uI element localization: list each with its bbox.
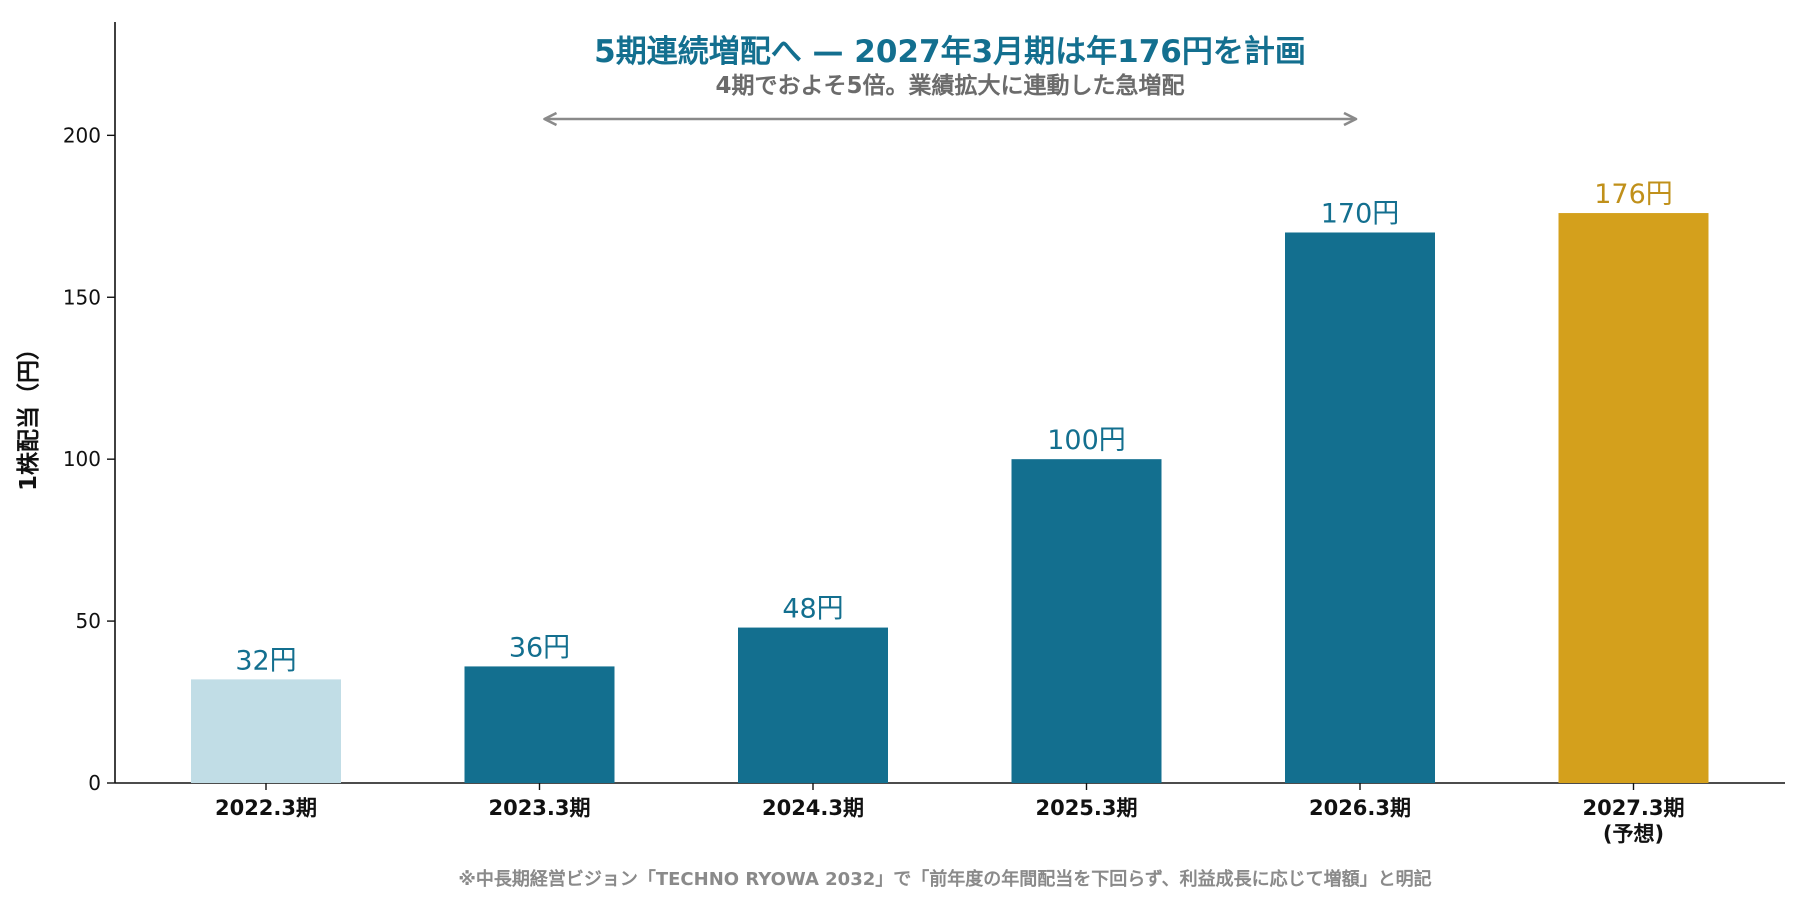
bar-value-label: 170円 <box>1321 198 1400 229</box>
y-tick-label: 200 <box>63 123 101 147</box>
x-tick-label: 2022.3期 <box>215 796 317 820</box>
annotation-arrow-left-head <box>543 111 558 127</box>
x-tick-label: 2026.3期 <box>1309 796 1411 820</box>
bar-value-label: 48円 <box>782 594 843 625</box>
bar-2026.3期 <box>1285 232 1435 783</box>
bar-value-label: 176円 <box>1594 179 1673 210</box>
bar-value-label: 100円 <box>1047 425 1126 456</box>
chart-title: 5期連続増配へ — 2027年3月期は年176円を計画 <box>594 34 1306 70</box>
annotation-arrow-right-head <box>1343 111 1358 127</box>
bar-2025.3期 <box>1011 459 1162 783</box>
bar-2022.3期 <box>191 679 341 783</box>
bar-2027.3期 <box>1558 213 1709 783</box>
y-tick-label: 0 <box>88 771 101 795</box>
x-tick-label: 2023.3期 <box>488 796 590 820</box>
y-tick-label: 150 <box>63 285 101 309</box>
bar-value-label: 32円 <box>235 645 296 676</box>
bar-2024.3期 <box>738 627 888 783</box>
x-tick-sublabel: (予想) <box>1603 822 1664 846</box>
footnote: ※中長期経営ビジョン「TECHNO RYOWA 2032」で「前年度の年間配当を… <box>458 868 1431 890</box>
x-tick-label: 2025.3期 <box>1035 796 1137 820</box>
bar-2023.3期 <box>464 666 615 783</box>
bar-value-label: 36円 <box>509 632 570 663</box>
chart-subtitle: 4期でおよそ5倍。業績拡大に連動した急増配 <box>715 72 1184 99</box>
y-tick-label: 100 <box>63 447 101 471</box>
x-tick-label: 2027.3期 <box>1582 796 1684 820</box>
x-tick-label: 2024.3期 <box>762 796 864 820</box>
y-tick-label: 50 <box>76 609 101 633</box>
y-axis-label: 1株配当（円） <box>15 337 42 491</box>
